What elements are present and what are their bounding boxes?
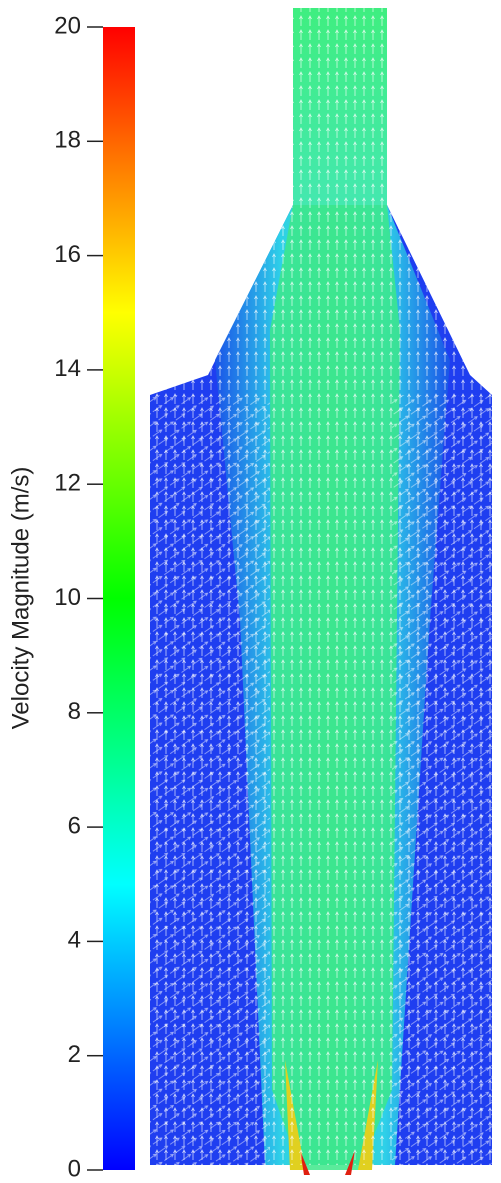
flow-field [150,8,492,1175]
colorbar [103,27,135,1170]
tick-label: 12 [54,470,81,497]
tick-label: 18 [54,127,81,154]
tick-label: 4 [68,927,81,954]
tick-label: 2 [68,1041,81,1068]
tick-label: 10 [54,584,81,611]
tick-label: 16 [54,241,81,268]
recirculation-vectors [150,395,492,1165]
colorbar-label: Velocity Magnitude (m/s) [7,467,34,730]
nozzle-tip [300,1150,355,1175]
tick-label: 6 [68,812,81,839]
tick-label: 0 [68,1155,81,1182]
tick-label: 14 [54,355,81,382]
tick-label: 20 [54,12,81,39]
tick-label: 8 [68,698,81,725]
